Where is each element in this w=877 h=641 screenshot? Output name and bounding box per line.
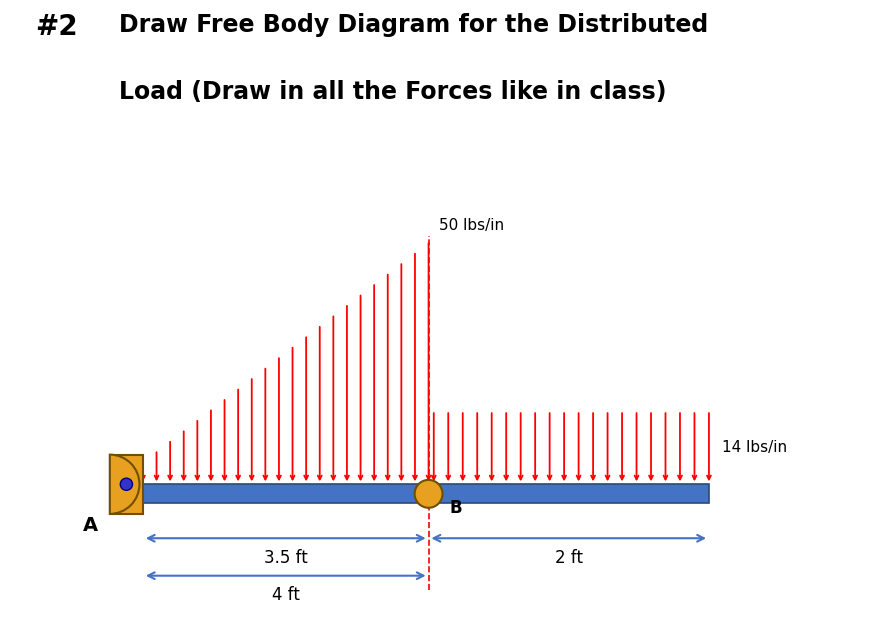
Text: 50 lbs/in: 50 lbs/in [438, 219, 503, 233]
Text: A: A [83, 517, 98, 535]
Wedge shape [110, 454, 139, 514]
Text: 14 lbs/in: 14 lbs/in [721, 440, 787, 454]
Text: 3.5 ft: 3.5 ft [264, 549, 307, 567]
Text: #2: #2 [35, 13, 78, 41]
Text: 2 ft: 2 ft [554, 549, 582, 567]
Circle shape [120, 478, 132, 490]
Text: Load (Draw in all the Forces like in class): Load (Draw in all the Forces like in cla… [118, 80, 666, 104]
Text: Draw Free Body Diagram for the Distributed: Draw Free Body Diagram for the Distribut… [118, 13, 707, 37]
Text: B: B [449, 499, 461, 517]
Text: 4 ft: 4 ft [272, 586, 299, 604]
Bar [143, 484, 708, 503]
Circle shape [414, 480, 442, 508]
Bar [110, 454, 143, 514]
